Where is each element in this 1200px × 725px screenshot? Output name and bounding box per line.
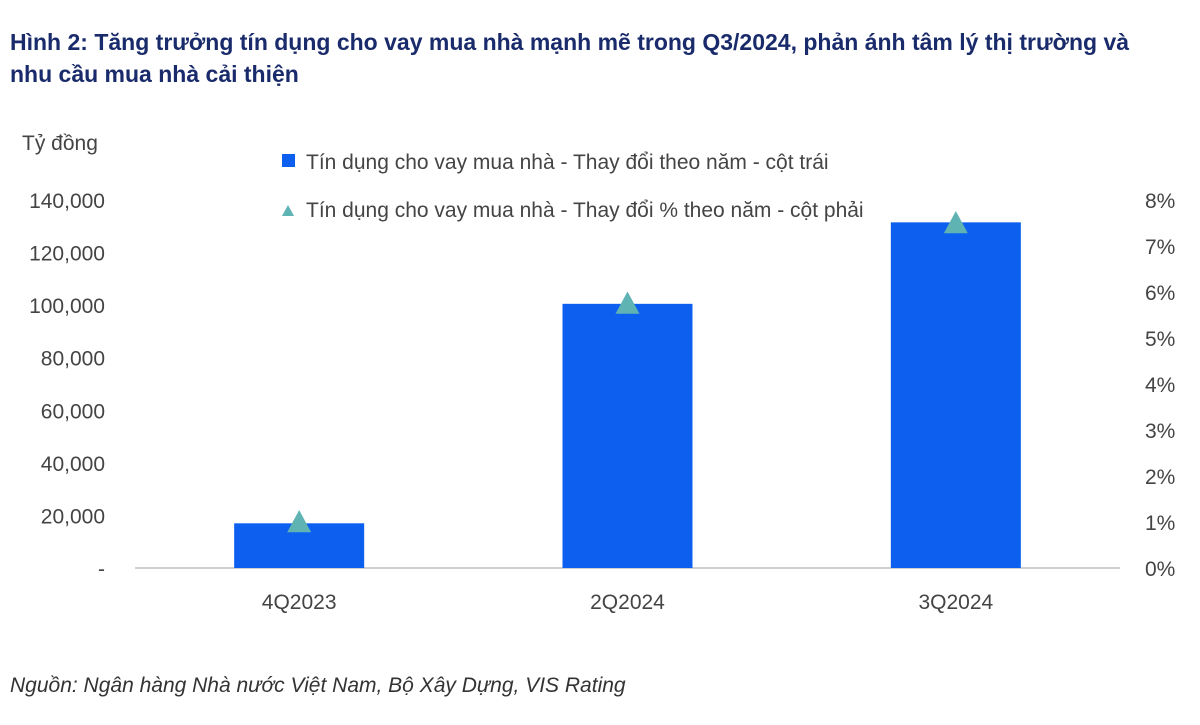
y-tick-label-right: 7% (1145, 236, 1175, 259)
y-tick-label-right: 4% (1145, 374, 1175, 397)
legend-label-bar: Tín dụng cho vay mua nhà - Thay đổi theo… (306, 151, 829, 174)
y-tick-label-right: 3% (1145, 420, 1175, 443)
y-tick-label-left: 120,000 (29, 243, 105, 266)
y-tick-label-left: 60,000 (41, 400, 105, 423)
x-tick-label: 4Q2023 (262, 591, 337, 614)
chart-title: Hình 2: Tăng trưởng tín dụng cho vay mua… (10, 29, 1130, 87)
source-note: Nguồn: Ngân hàng Nhà nước Việt Nam, Bộ X… (10, 674, 626, 697)
y-tick-label-right: 8% (1145, 190, 1175, 213)
y-tick-label-left: 80,000 (41, 348, 105, 371)
bar-2Q2024 (562, 303, 693, 568)
y-tick-label-left: - (98, 558, 105, 581)
y-tick-label-left: 20,000 (41, 505, 105, 528)
legend-label-marker: Tín dụng cho vay mua nhà - Thay đổi % th… (306, 199, 864, 222)
x-tick-label: 2Q2024 (590, 591, 665, 614)
y-tick-label-right: 0% (1145, 558, 1175, 581)
marker-3Q2024 (943, 211, 968, 234)
marker-4Q2023 (287, 510, 312, 533)
legend-swatch-bar (282, 154, 295, 167)
legend-swatch-marker (282, 205, 294, 216)
y-tick-label-left: 100,000 (29, 295, 105, 318)
y-tick-label-right: 5% (1145, 328, 1175, 351)
y-axis-label: Tỷ đồng (22, 132, 98, 155)
y-tick-label-right: 6% (1145, 282, 1175, 305)
y-tick-label-right: 2% (1145, 466, 1175, 489)
bar-3Q2024 (890, 222, 1021, 569)
y-tick-label-right: 1% (1145, 512, 1175, 535)
x-tick-label: 3Q2024 (918, 591, 993, 614)
y-tick-label-left: 40,000 (41, 453, 105, 476)
y-tick-label-left: 140,000 (29, 190, 105, 213)
marker-2Q2024 (615, 291, 640, 314)
